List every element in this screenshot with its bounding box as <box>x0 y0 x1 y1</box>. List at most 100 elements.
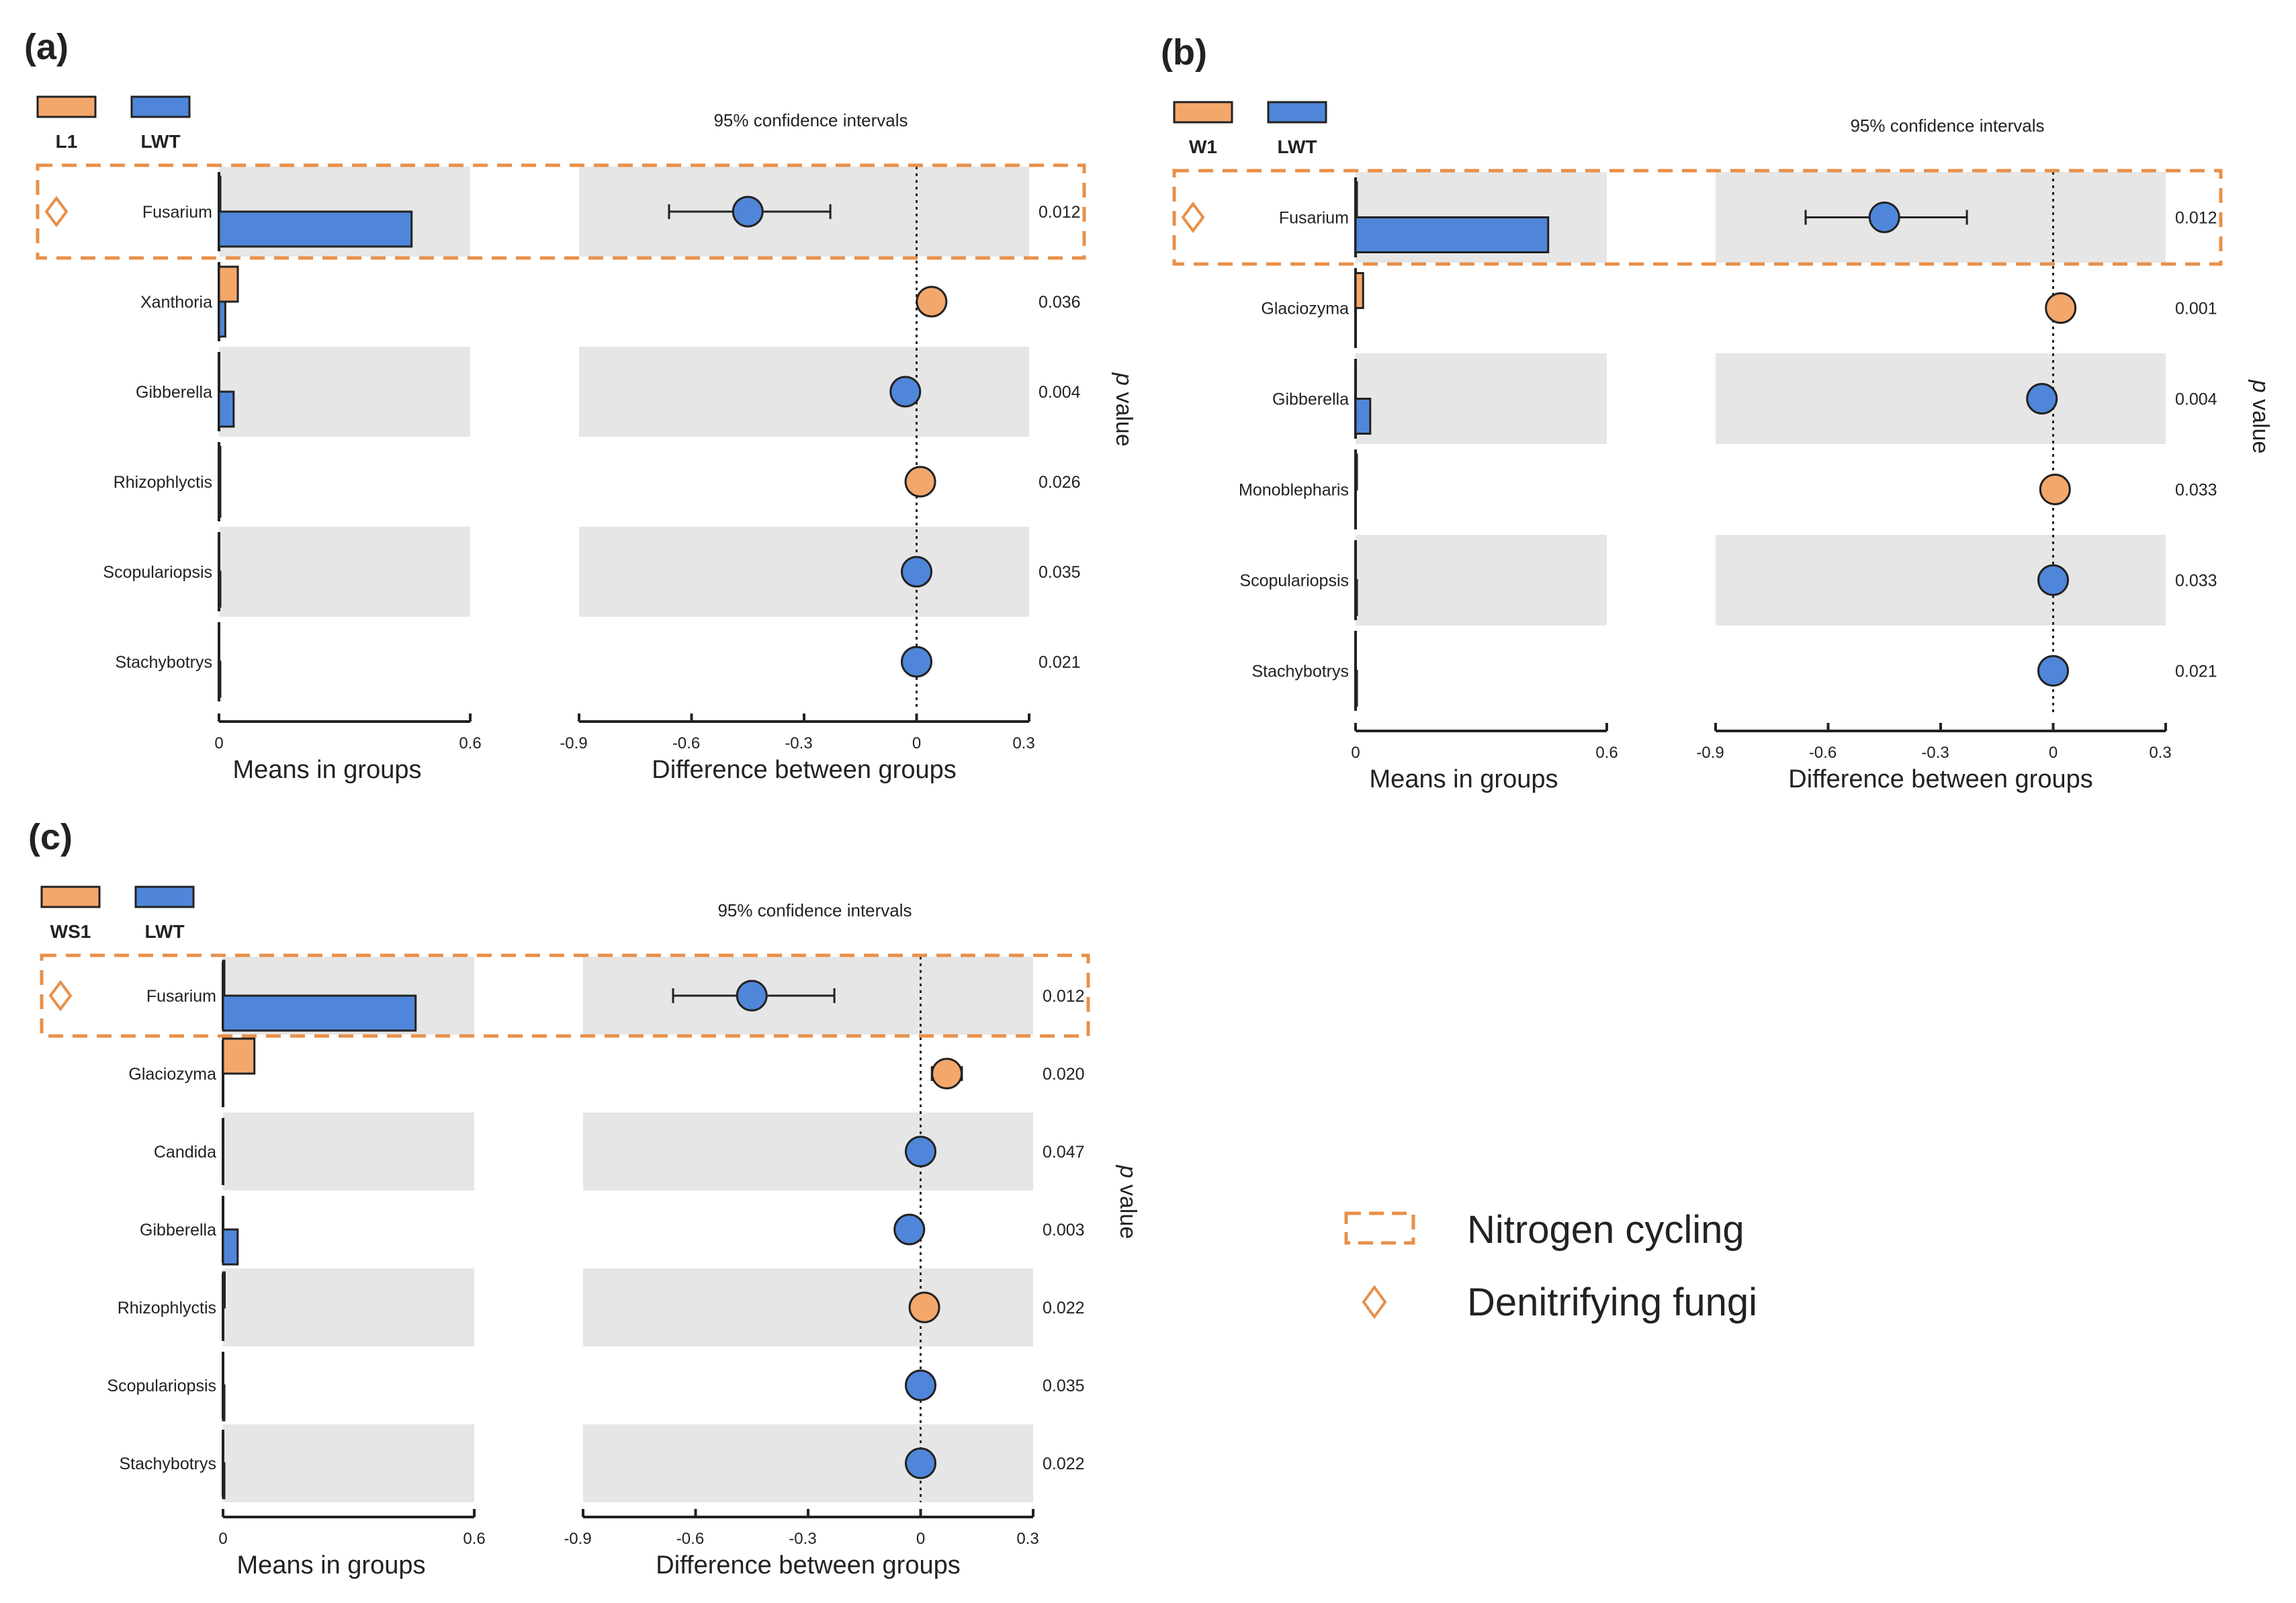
means-tick-label: 0.6 <box>463 1530 485 1548</box>
diff-tick-label: 0 <box>912 734 921 752</box>
p-value: 0.012 <box>1039 203 1081 222</box>
means-tick-label: 0 <box>214 734 223 752</box>
nitrogen-cycling-swatch <box>1346 1213 1413 1243</box>
p-value-axis-title: p value <box>2248 380 2273 454</box>
bar-LWT <box>1356 399 1370 434</box>
legend-label-W1: W1 <box>1189 136 1217 157</box>
diff-tick-label: -0.6 <box>676 1530 704 1548</box>
means-row-band <box>223 1268 474 1346</box>
panel-label: (b) <box>1161 32 1207 73</box>
p-value: 0.020 <box>1043 1065 1085 1084</box>
category-label: Glaciozyma <box>128 1065 216 1084</box>
p-value: 0.026 <box>1039 473 1081 492</box>
category-label: Scopulariopsis <box>107 1377 216 1395</box>
bar-L1 <box>219 267 238 302</box>
diff-row-band <box>583 1268 1033 1346</box>
bar-W1 <box>1356 455 1357 490</box>
p-value: 0.021 <box>1039 653 1081 672</box>
diff-row-band <box>583 1113 1033 1190</box>
bar-LWT <box>223 996 416 1031</box>
diff-tick-label: 0.3 <box>1016 1530 1039 1548</box>
difference-point <box>917 287 946 316</box>
legend-label-L1: L1 <box>56 131 78 152</box>
ci-title: 95% confidence intervals <box>1850 116 2044 136</box>
legend-swatch-WS1 <box>42 887 99 907</box>
diff-row-band <box>579 347 1029 437</box>
nitrogen-cycling-label: Nitrogen cycling <box>1467 1208 1745 1252</box>
p-value-axis-title: p value <box>1115 1165 1141 1240</box>
ci-title: 95% confidence intervals <box>713 110 908 130</box>
bar-LWT <box>223 1463 224 1498</box>
difference-point <box>2039 566 2068 595</box>
category-label: Scopulariopsis <box>103 563 212 582</box>
panel-2: (c) WS1 LWT 95% confidence intervals Fusariu… <box>28 817 1141 1579</box>
category-label: Stachybotrys <box>115 653 212 672</box>
figure-legend: Nitrogen cycling Denitrifying fungi <box>1346 1208 1757 1324</box>
denitrifying-diamond-icon <box>50 982 71 1009</box>
means-tick-label: 0.6 <box>459 734 481 752</box>
bar-L1 <box>219 177 220 212</box>
p-value: 0.012 <box>2175 209 2217 228</box>
diff-tick-label: 0.3 <box>2149 744 2171 762</box>
diff-tick-label: -0.9 <box>564 1530 591 1548</box>
diff-axis-title: Difference between groups <box>652 756 956 784</box>
p-value: 0.035 <box>1043 1377 1085 1395</box>
p-value: 0.004 <box>2175 390 2217 409</box>
bar-LWT <box>1356 218 1548 253</box>
diff-tick-label: 0.3 <box>1012 734 1034 752</box>
bar-W1 <box>1356 183 1357 218</box>
category-label: Glaciozyma <box>1261 300 1349 318</box>
category-label: Stachybotrys <box>1251 662 1349 681</box>
figure-canvas: (a)L1 LWT95% confidence intervalsFusarium… <box>0 0 2296 1603</box>
category-label: Gibberella <box>136 383 212 402</box>
diff-tick-label: -0.3 <box>789 1530 816 1548</box>
category-label: Gibberella <box>1272 390 1349 409</box>
legend-label-LWT: LWT <box>1277 136 1317 157</box>
difference-point <box>2039 656 2068 686</box>
category-label: Stachybotrys <box>119 1455 216 1473</box>
bar-L1 <box>219 447 220 482</box>
category-label: Fusarium <box>1279 209 1349 228</box>
p-value: 0.012 <box>1043 987 1085 1006</box>
legend-label-LWT: LWT <box>140 131 180 152</box>
category-label: Scopulariopsis <box>1239 572 1349 591</box>
difference-point <box>895 1215 924 1244</box>
legend-swatch-W1 <box>1174 102 1232 122</box>
difference-point <box>906 1448 936 1478</box>
diff-row-band <box>1716 535 2166 625</box>
bar-WS1 <box>223 961 224 996</box>
means-row-band <box>1356 353 1607 444</box>
p-value: 0.033 <box>2175 572 2217 591</box>
diff-tick-label: 0 <box>916 1530 925 1548</box>
bar-LWT <box>223 1229 238 1264</box>
difference-point <box>2040 475 2070 505</box>
diff-tick-label: -0.9 <box>1696 744 1724 762</box>
means-row-band <box>223 1424 474 1502</box>
diff-tick-label: -0.6 <box>1809 744 1837 762</box>
category-label: Fusarium <box>142 203 212 222</box>
means-row-band <box>223 1113 474 1190</box>
diff-tick-label: -0.3 <box>1921 744 1949 762</box>
ci-title: 95% confidence intervals <box>717 900 912 920</box>
category-label: Rhizophlyctis <box>118 1299 216 1317</box>
difference-point <box>932 1059 962 1088</box>
diff-row-band <box>579 527 1029 617</box>
p-value: 0.035 <box>1039 563 1081 582</box>
p-value: 0.036 <box>1039 293 1081 312</box>
legend-swatch-LWT <box>1268 102 1326 122</box>
category-label: Xanthoria <box>140 293 212 312</box>
means-axis-title: Means in groups <box>1370 765 1558 793</box>
legend-label-WS1: WS1 <box>50 921 91 942</box>
p-value-axis-title: p value <box>1111 372 1137 447</box>
diff-tick-label: -0.3 <box>785 734 812 752</box>
legend-swatch-LWT <box>132 97 189 117</box>
means-tick-label: 0 <box>1351 744 1360 762</box>
bar-LWT <box>219 572 220 607</box>
p-value: 0.003 <box>1043 1221 1085 1240</box>
bar-WS1 <box>223 1272 224 1307</box>
p-value: 0.033 <box>2175 481 2217 500</box>
category-label: Fusarium <box>146 987 216 1006</box>
category-label: Monoblepharis <box>1239 481 1349 500</box>
diff-tick-label: 0 <box>2049 744 2058 762</box>
denitrifying-fungi-label: Denitrifying fungi <box>1467 1281 1757 1324</box>
